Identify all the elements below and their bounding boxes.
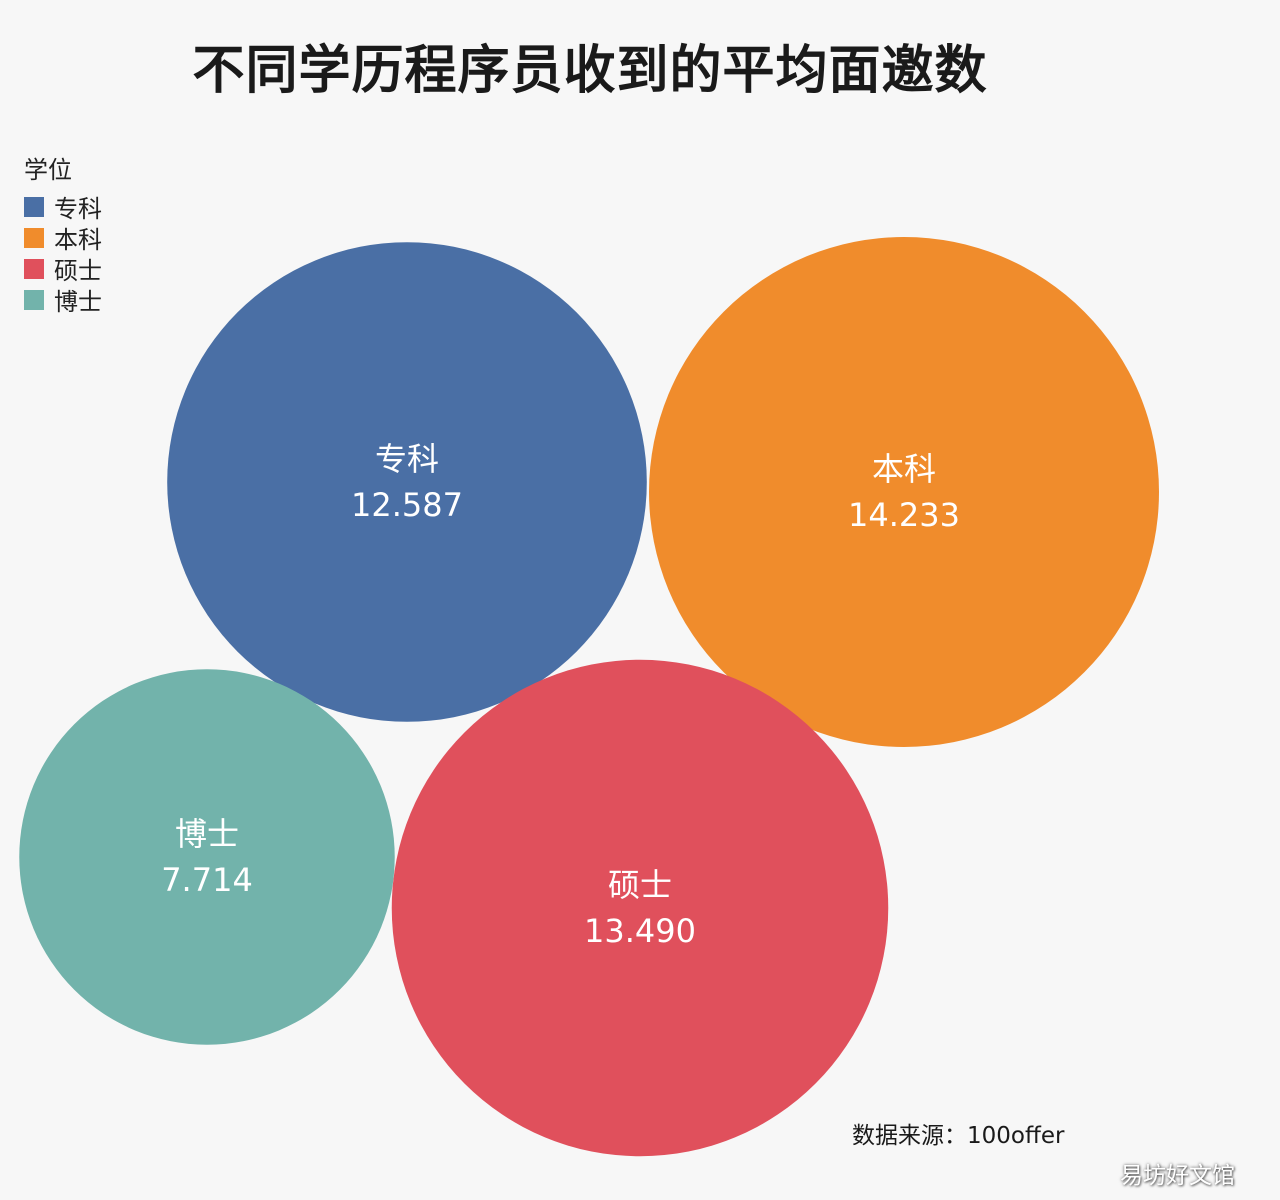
- legend-item-benke[interactable]: 本科: [24, 222, 102, 254]
- legend-title: 学位: [24, 156, 72, 184]
- bubble-benke[interactable]: [649, 237, 1159, 747]
- legend-label: 博士: [54, 288, 102, 316]
- data-source-note: 数据来源：100offer: [852, 1123, 1065, 1149]
- legend-swatch: [24, 196, 44, 217]
- bubble-zhuanke[interactable]: [167, 242, 647, 722]
- bubble-label-shuoshi: 硕士: [608, 866, 672, 904]
- legend-swatch: [24, 227, 44, 248]
- bubble-value-shuoshi: 13.490: [584, 912, 696, 950]
- legend-label: 硕士: [54, 257, 102, 285]
- legend-label: 专科: [54, 195, 102, 223]
- legend-swatch: [24, 289, 44, 310]
- legend-item-zhuanke[interactable]: 专科: [24, 191, 102, 223]
- legend-label: 本科: [54, 226, 102, 254]
- bubble-boshi[interactable]: [19, 669, 395, 1045]
- bubble-value-benke: 14.233: [848, 496, 960, 534]
- legend-item-shuoshi[interactable]: 硕士: [24, 253, 102, 285]
- legend-swatch: [24, 258, 44, 279]
- watermark: 易坊好文馆: [1120, 1163, 1235, 1189]
- legend-item-boshi[interactable]: 博士: [24, 284, 102, 316]
- legend: 学位 专科 本科 硕士 博士: [24, 150, 102, 316]
- bubble-label-benke: 本科: [872, 450, 936, 488]
- chart-title: 不同学历程序员收到的平均面邀数: [192, 41, 988, 101]
- bubble-label-zhuanke: 专科: [375, 440, 439, 478]
- bubble-shuoshi[interactable]: [391, 659, 889, 1157]
- bubble-value-zhuanke: 12.587: [351, 486, 463, 524]
- bubble-value-boshi: 7.714: [161, 861, 253, 899]
- bubble-label-boshi: 博士: [175, 815, 239, 853]
